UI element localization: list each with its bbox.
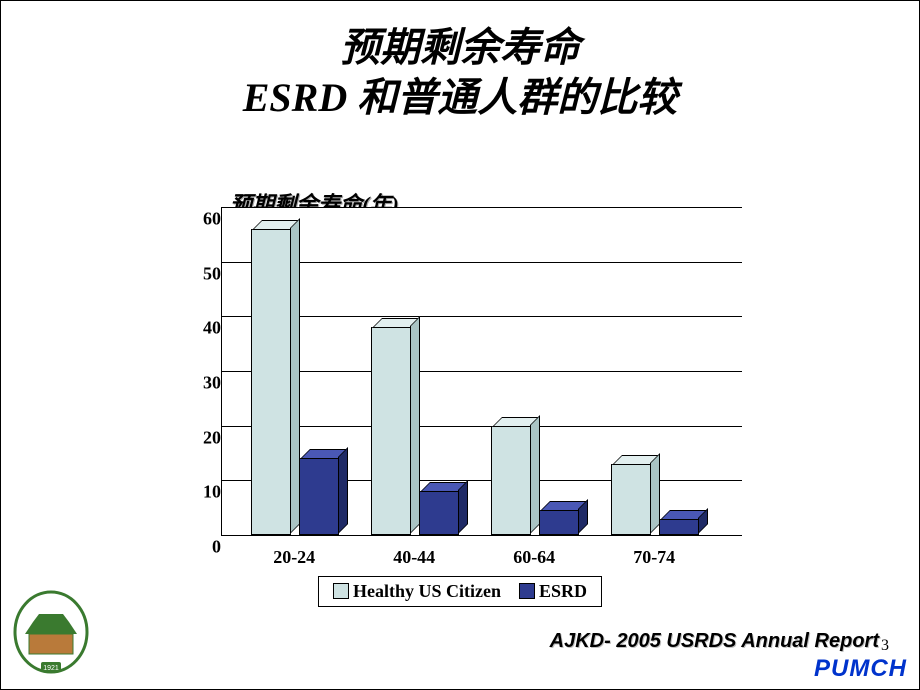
bar-healthy-us-citizen xyxy=(371,327,411,535)
legend-item-esrd: ESRD xyxy=(519,581,587,602)
bar-esrd xyxy=(299,458,339,535)
title-line-1: 预期剩余寿命 xyxy=(1,23,919,73)
logo-year: 1921 xyxy=(43,665,59,672)
bar-healthy-us-citizen xyxy=(611,464,651,535)
brand-label: PUMCH xyxy=(814,655,907,683)
chart-plot: 010203040506020-2440-4460-6470-74 xyxy=(186,207,746,547)
y-tick-label: 10 xyxy=(203,482,221,503)
hospital-logo-icon: 1921 xyxy=(11,588,91,683)
bar-esrd xyxy=(539,510,579,535)
y-tick-label: 20 xyxy=(203,427,221,448)
gridline xyxy=(222,371,742,372)
gridline xyxy=(222,207,742,208)
bar-healthy-us-citizen xyxy=(251,229,291,535)
gridline xyxy=(222,316,742,317)
legend-swatch-esrd xyxy=(519,583,535,599)
x-tick-label: 20-24 xyxy=(273,547,315,568)
life-expectancy-chart: 预期剩余寿命(年) 010203040506020-2440-4460-6470… xyxy=(186,195,756,547)
legend-swatch-healthy xyxy=(333,583,349,599)
chart-legend: Healthy US Citizen ESRD xyxy=(318,576,602,607)
x-tick-label: 70-74 xyxy=(633,547,675,568)
bar-healthy-us-citizen xyxy=(491,426,531,535)
title-line-2: ESRD 和普通人群的比较 xyxy=(1,73,919,123)
gridline xyxy=(222,426,742,427)
page-number: 3 xyxy=(881,637,889,655)
plot-area xyxy=(221,207,742,536)
y-tick-label: 0 xyxy=(212,537,221,558)
y-tick-label: 60 xyxy=(203,209,221,230)
slide-title: 预期剩余寿命 ESRD 和普通人群的比较 xyxy=(1,23,919,123)
legend-item-healthy: Healthy US Citizen xyxy=(333,581,501,602)
bar-esrd xyxy=(419,491,459,535)
x-tick-label: 60-64 xyxy=(513,547,555,568)
y-tick-label: 30 xyxy=(203,373,221,394)
y-tick-label: 50 xyxy=(203,263,221,284)
x-tick-label: 40-44 xyxy=(393,547,435,568)
gridline xyxy=(222,262,742,263)
source-citation: AJKD- 2005 USRDS Annual Report xyxy=(550,630,879,653)
bar-esrd xyxy=(659,519,699,535)
y-tick-label: 40 xyxy=(203,318,221,339)
